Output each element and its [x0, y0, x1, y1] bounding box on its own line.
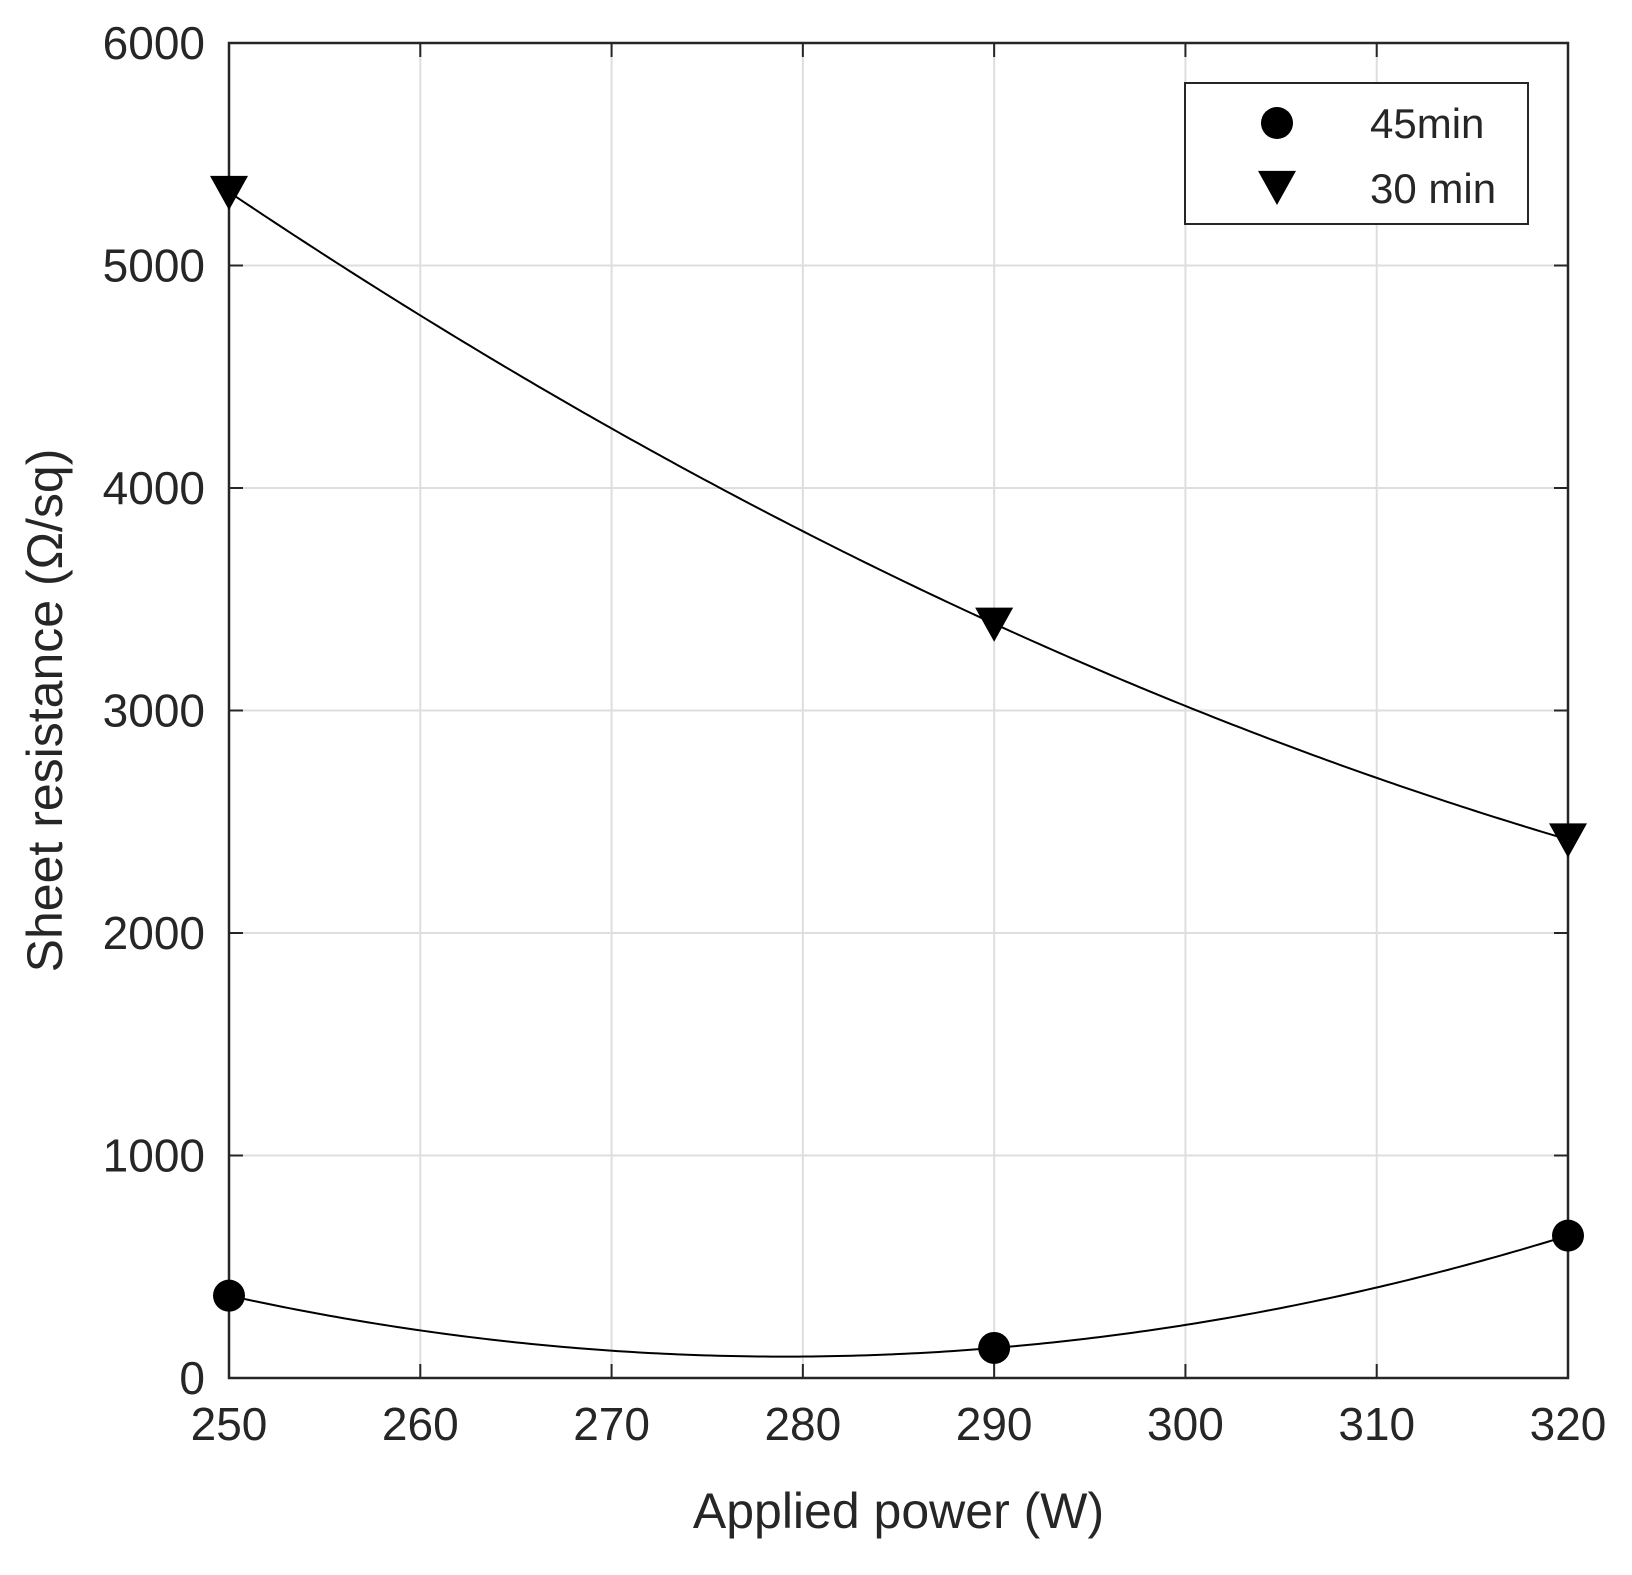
y-tick-label: 5000: [103, 240, 205, 292]
legend-marker-triangle: [1258, 170, 1296, 206]
x-axis-title: Applied power (W): [693, 1483, 1104, 1539]
data-point-circle: [1552, 1219, 1584, 1252]
tick-labels: 250 260 270 280 290 300 310 320 0 1000 2000 3000 400…: [103, 17, 1607, 1450]
data-markers: [210, 175, 1587, 1364]
legend-label-30min: 30 min: [1370, 165, 1496, 212]
x-tick-label: 260: [382, 1398, 459, 1450]
legend-label-45min: 45min: [1370, 100, 1484, 147]
x-tick-label: 280: [764, 1398, 841, 1450]
data-point-triangle: [210, 175, 248, 211]
legend-marker-circle: [1261, 107, 1293, 139]
fit-curves: [228, 191, 1569, 1358]
x-tick-label: 270: [573, 1398, 650, 1450]
y-tick-label: 1000: [103, 1130, 205, 1182]
legend: 45min 30 min: [1184, 82, 1529, 225]
x-tick-label: 310: [1338, 1398, 1415, 1450]
fit-curve-30min: [228, 191, 1569, 841]
y-tick-label: 0: [179, 1352, 205, 1404]
y-axis-title: Sheet resistance (Ω/sq): [17, 449, 73, 973]
data-point-triangle: [1549, 823, 1587, 858]
data-point-triangle: [975, 607, 1014, 642]
data-point-circle: [213, 1279, 245, 1312]
x-tick-label: 290: [956, 1398, 1033, 1450]
axis-ticks: [228, 42, 1569, 1379]
x-tick-label: 320: [1530, 1398, 1607, 1450]
y-tick-label: 3000: [103, 685, 205, 737]
legend-box: [1184, 82, 1529, 225]
y-tick-label: 4000: [103, 462, 205, 514]
x-tick-label: 300: [1147, 1398, 1224, 1450]
fit-curve-45min: [228, 1234, 1569, 1358]
y-tick-label: 2000: [103, 907, 205, 959]
data-point-circle: [978, 1331, 1011, 1364]
y-tick-label: 6000: [103, 17, 205, 69]
x-tick-label: 250: [191, 1398, 268, 1450]
